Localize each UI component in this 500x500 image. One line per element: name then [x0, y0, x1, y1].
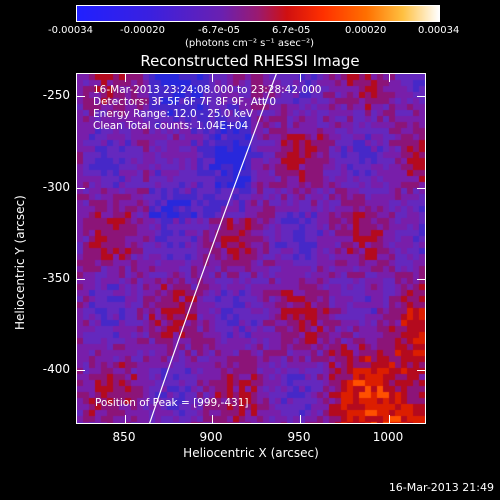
time-annotation: 16-Mar-2013 23:24:08.000 to 23:28:42.000: [93, 84, 322, 96]
x-axis-label: Heliocentric X (arcsec): [183, 446, 319, 460]
x-tick-label: 1000: [372, 430, 404, 444]
x-axis-tick: [389, 74, 390, 82]
x-tick-label: 900: [199, 430, 223, 444]
x-axis-tick: [125, 415, 126, 423]
peak-annotation: Position of Peak = [999,-431]: [95, 397, 249, 409]
y-axis-label: Heliocentric Y (arcsec): [13, 195, 27, 330]
colorbar-tick: 0.00034: [418, 25, 460, 36]
x-axis-tick: [389, 415, 390, 423]
rhessi-heatmap: [77, 74, 425, 423]
y-axis-tick: [77, 370, 85, 371]
y-tick-label: -250: [42, 88, 70, 102]
x-tick-label: 950: [287, 430, 311, 444]
x-axis-tick: [300, 415, 301, 423]
y-axis-tick: [77, 96, 85, 97]
plot-title: Reconstructed RHESSI Image: [140, 52, 360, 70]
y-axis-tick: [417, 188, 425, 189]
y-tick-label: -400: [42, 362, 70, 376]
y-axis-tick: [417, 96, 425, 97]
solar-limb-line: [149, 74, 277, 423]
colorbar-tick: 6.7e-05: [272, 25, 311, 36]
colorbar-tick: -0.00020: [120, 25, 165, 36]
timestamp-footer: 16-Mar-2013 21:49: [388, 481, 494, 494]
y-axis-tick: [77, 279, 85, 280]
x-axis-tick: [212, 415, 213, 423]
colorbar-tick: -0.00034: [48, 25, 93, 36]
x-axis-tick: [300, 74, 301, 82]
image-plot: 16-Mar-2013 23:24:08.000 to 23:28:42.000…: [76, 73, 426, 424]
x-axis-tick: [125, 74, 126, 82]
clean-annotation: Clean Total counts: 1.04E+04: [93, 120, 249, 132]
y-axis-tick: [77, 188, 85, 189]
y-tick-label: -300: [42, 180, 70, 194]
detectors-annotation: Detectors: 3F 5F 6F 7F 8F 9F, Att 0: [93, 96, 277, 108]
colorbar: [76, 5, 440, 22]
colorbar-tick: 0.00020: [345, 25, 387, 36]
x-axis-tick: [212, 74, 213, 82]
x-tick-label: 850: [112, 430, 136, 444]
colorbar-units: (photons cm⁻² s⁻¹ asec⁻²): [185, 38, 315, 49]
y-axis-tick: [417, 370, 425, 371]
y-tick-label: -350: [42, 271, 70, 285]
colorbar-gradient: [77, 6, 439, 21]
limb-overlay: [149, 74, 277, 423]
y-axis-tick: [417, 279, 425, 280]
energy-annotation: Energy Range: 12.0 - 25.0 keV: [93, 108, 254, 120]
colorbar-tick: -6.7e-05: [198, 25, 240, 36]
